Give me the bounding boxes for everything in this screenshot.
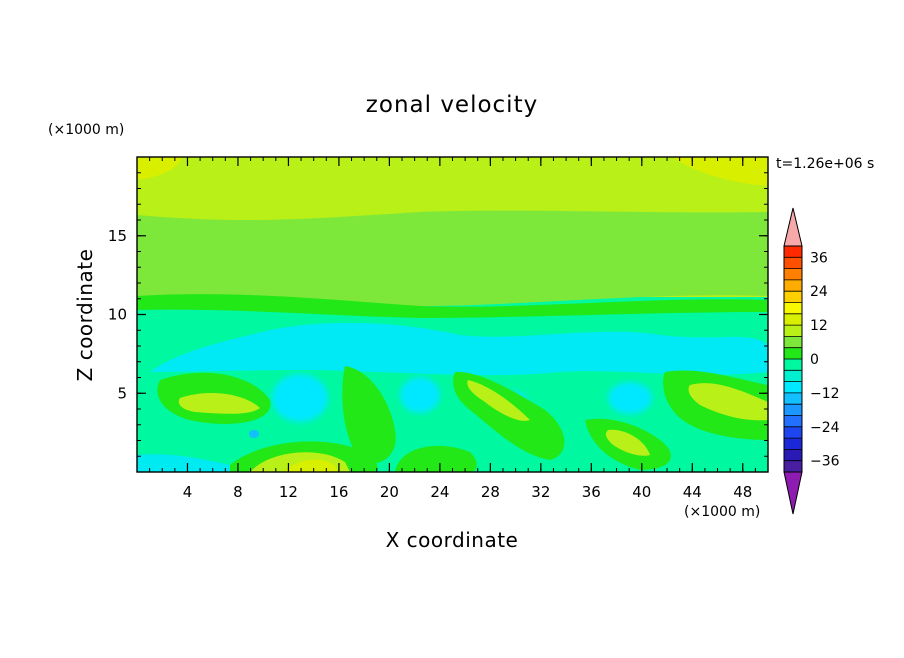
field-yellow-bottom — [285, 459, 338, 472]
field-green-bottom — [395, 445, 477, 472]
colorbar-under-triangle — [783, 471, 803, 515]
colorbar-label: 0 — [810, 352, 819, 368]
colorbar-label: −12 — [810, 386, 840, 402]
colorbar-label: 36 — [810, 250, 828, 266]
colorbar-swatch — [784, 392, 802, 405]
field-teal-strip — [137, 454, 230, 472]
x-tick-label: 12 — [279, 483, 298, 501]
x-tick-label: 20 — [380, 483, 399, 501]
field-cyan-patch — [400, 377, 440, 413]
x-tick-label: 40 — [632, 483, 651, 501]
colorbar-swatch — [784, 257, 802, 269]
colorbar-swatch — [784, 325, 802, 337]
colorbar-swatch — [784, 415, 802, 427]
x-tick-label: 28 — [481, 483, 500, 501]
colorbar-swatch — [784, 404, 802, 416]
x-axis: 4 8 12 16 20 24 28 32 36 40 44 48 — [149, 157, 756, 501]
field-cyan-patch — [272, 374, 328, 422]
colorbar-label: −24 — [810, 420, 840, 436]
colorbar-swatch — [784, 359, 802, 371]
y-tick-label: 10 — [108, 306, 127, 324]
colorbar-label: 12 — [810, 318, 828, 334]
colorbar: 36 24 12 0 −12 −24 −36 — [783, 207, 840, 515]
field-top-yellow-left — [137, 157, 182, 180]
chart-title: zonal velocity — [366, 92, 538, 118]
colorbar-swatch — [784, 381, 802, 393]
field-blue-spot — [249, 430, 259, 438]
colorbar-swatch — [784, 370, 802, 382]
field-transition-band — [137, 294, 768, 318]
colorbar-label: 24 — [810, 284, 828, 300]
x-tick-label: 48 — [733, 483, 752, 501]
x-tick-label: 24 — [430, 483, 449, 501]
y-axis-units: (×1000 m) — [48, 122, 124, 138]
field-top-yellow-right — [672, 157, 768, 186]
colorbar-label: −36 — [810, 454, 840, 470]
colorbar-over-triangle — [783, 207, 803, 247]
field-lime-cell — [467, 380, 530, 421]
field-cyan-patch — [608, 382, 652, 414]
field-lime-cell — [605, 429, 650, 456]
x-axis-units: (×1000 m) — [684, 504, 760, 520]
field-green-cell — [342, 366, 396, 464]
colorbar-swatch — [784, 449, 802, 461]
x-tick-label: 8 — [233, 483, 243, 501]
colorbar-swatch — [784, 426, 802, 439]
colorbar-swatch — [784, 336, 802, 348]
colorbar-swatch — [784, 347, 802, 359]
colorbar-swatch — [784, 438, 802, 450]
colorbar-swatch — [784, 279, 802, 292]
x-tick-label: 4 — [183, 483, 193, 501]
colorbar-swatch — [784, 268, 802, 280]
y-axis-label: Z coordinate — [73, 249, 97, 382]
colorbar-swatch — [784, 313, 802, 326]
colorbar-swatch — [784, 291, 802, 303]
y-tick-label: 5 — [117, 384, 127, 402]
x-axis-label: X coordinate — [386, 528, 519, 552]
colorbar-swatch — [784, 246, 802, 258]
x-tick-label: 36 — [582, 483, 601, 501]
field-upper-green — [137, 210, 768, 306]
x-tick-label: 32 — [531, 483, 550, 501]
colorbar-swatch — [784, 460, 802, 472]
heatmap-field — [137, 157, 768, 472]
y-axis: 5 10 15 — [108, 172, 768, 457]
x-tick-label: 16 — [329, 483, 348, 501]
colorbar-swatch — [784, 302, 802, 314]
field-cyan-zone — [150, 322, 768, 376]
field-lime-cell — [688, 383, 768, 421]
x-tick-label: 44 — [683, 483, 702, 501]
time-label: t=1.26e+06 s — [776, 156, 874, 172]
field-lime-cell — [178, 393, 260, 414]
y-tick-label: 15 — [108, 227, 127, 245]
